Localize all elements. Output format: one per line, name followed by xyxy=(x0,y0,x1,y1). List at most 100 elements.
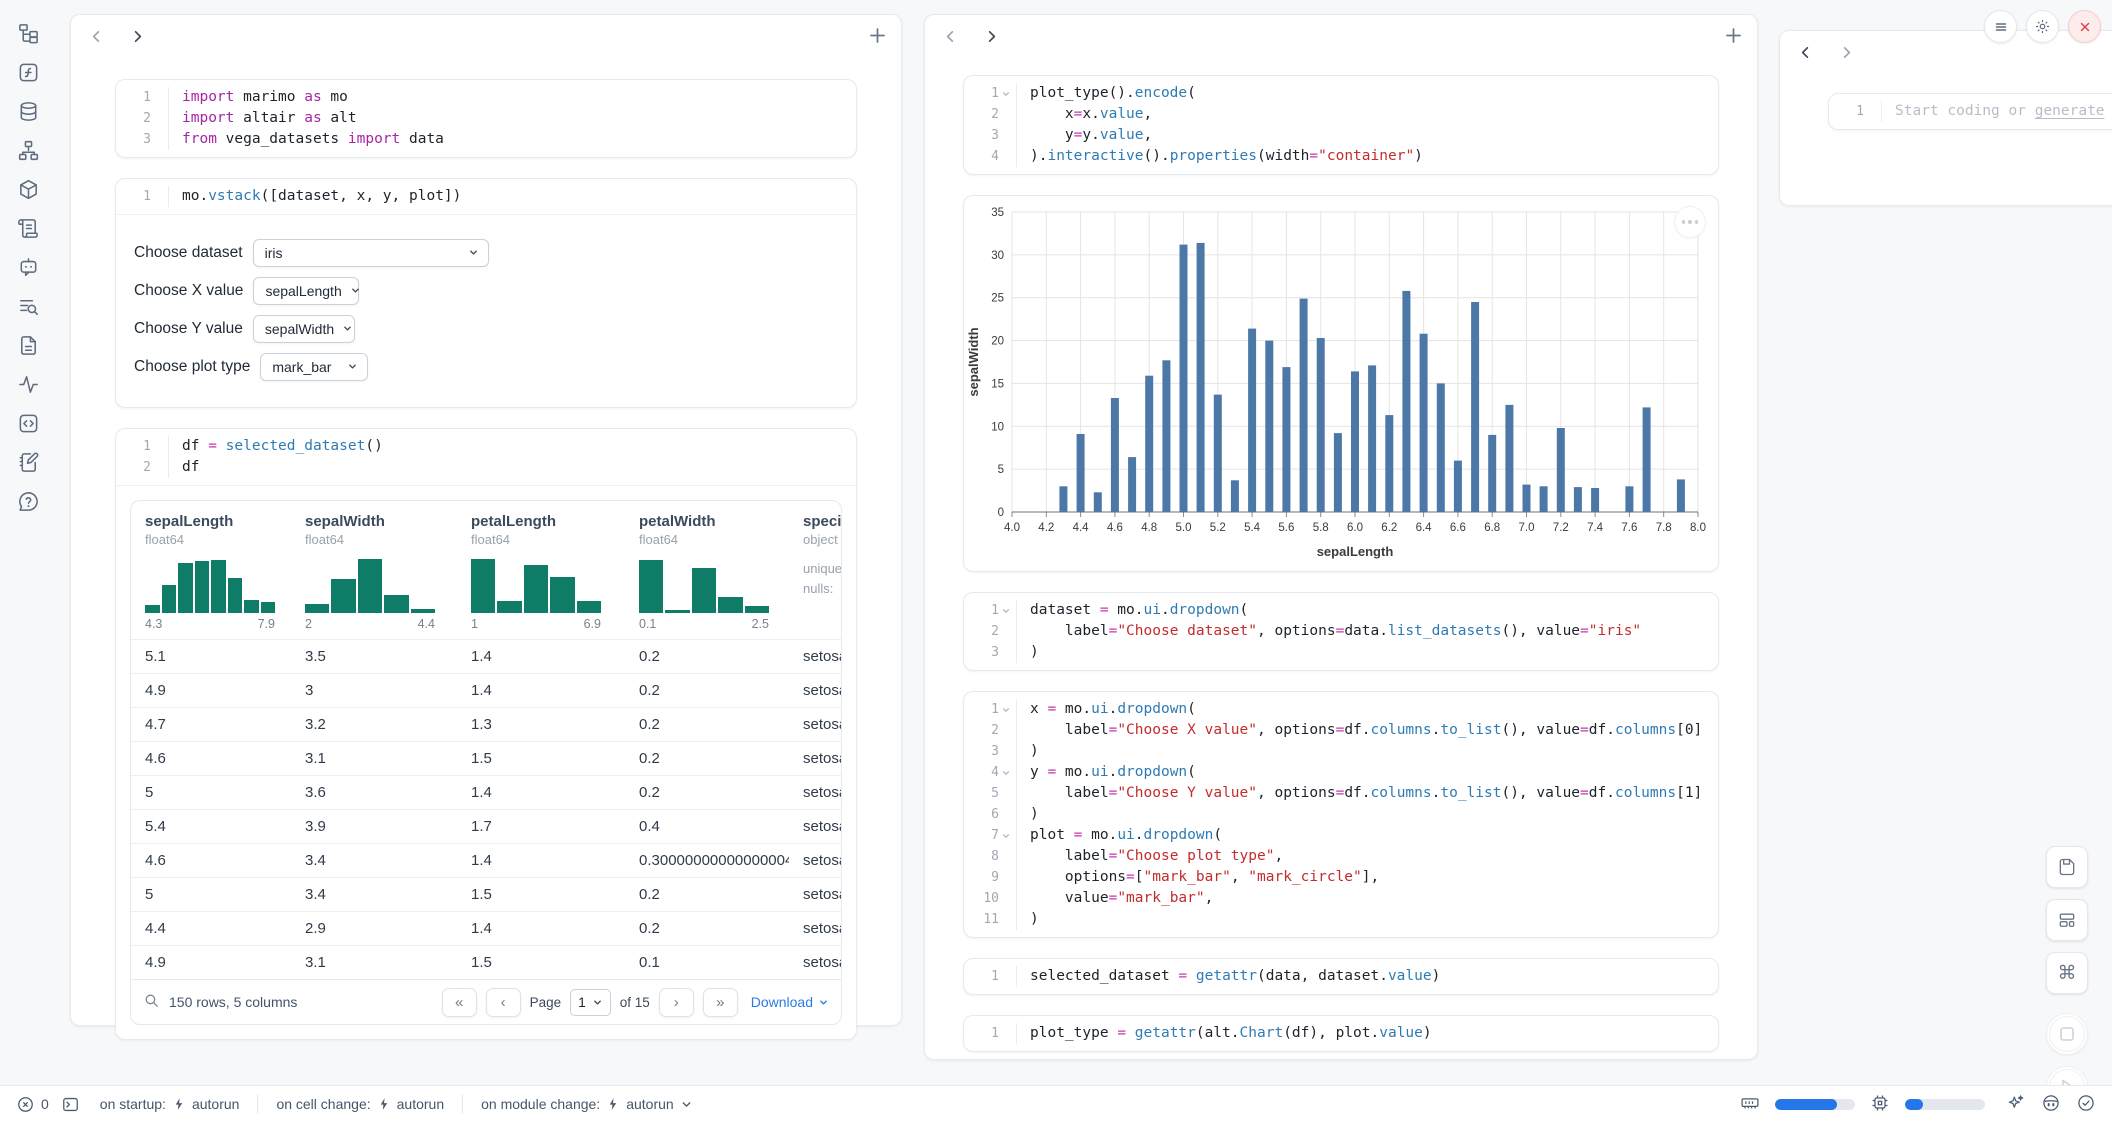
on-cell-change-toggle[interactable]: on cell change: autorun xyxy=(276,1096,444,1112)
stop-button[interactable] xyxy=(2046,1013,2088,1055)
code-line[interactable]: 1plot_type = getattr(alt.Chart(df), plot… xyxy=(964,1023,1718,1044)
table-row[interactable]: 4.73.21.30.2setosa xyxy=(131,707,841,741)
packages-icon[interactable] xyxy=(15,176,41,202)
table-column-header[interactable]: speciesobjectuniquenulls: xyxy=(789,513,842,631)
next-page-button[interactable]: › xyxy=(659,988,694,1017)
code-line[interactable]: 1dataset = mo.ui.dropdown( xyxy=(964,600,1718,621)
back-chevron-icon[interactable] xyxy=(1798,45,1813,60)
help-icon[interactable] xyxy=(15,488,41,514)
table-row[interactable]: 4.931.40.2setosa xyxy=(131,673,841,707)
code-line[interactable]: 2df xyxy=(116,457,856,478)
code-line[interactable]: 2 label="Choose X value", options=df.col… xyxy=(964,720,1718,741)
code-line[interactable]: 5 label="Choose Y value", options=df.col… xyxy=(964,783,1718,804)
fold-chevron-icon[interactable] xyxy=(1000,705,1012,715)
dropdown-select-1[interactable]: iris xyxy=(253,239,489,267)
layout-button[interactable] xyxy=(2046,899,2088,941)
script-icon[interactable] xyxy=(15,215,41,241)
code-editor[interactable]: 1plot_type = getattr(alt.Chart(df), plot… xyxy=(964,1016,1718,1051)
code-editor[interactable]: 1df = selected_dataset()2df xyxy=(116,429,856,485)
command-palette-button[interactable]: ⌘ xyxy=(2046,952,2088,994)
code-line[interactable]: 2import altair as alt xyxy=(116,108,856,129)
code-line[interactable]: 1selected_dataset = getattr(data, datase… xyxy=(964,966,1718,987)
status-check-button[interactable] xyxy=(2076,1093,2096,1116)
code-line[interactable]: 10 value="mark_bar", xyxy=(964,888,1718,909)
code-editor[interactable]: 1selected_dataset = getattr(data, datase… xyxy=(964,959,1718,994)
code-line[interactable]: 1x = mo.ui.dropdown( xyxy=(964,699,1718,720)
search-icon[interactable] xyxy=(143,992,160,1012)
table-row[interactable]: 5.13.51.40.2setosa xyxy=(131,639,841,673)
code-line[interactable]: 11) xyxy=(964,909,1718,930)
code-line[interactable]: 7plot = mo.ui.dropdown( xyxy=(964,825,1718,846)
functions-icon[interactable] xyxy=(15,59,41,85)
fold-chevron-icon[interactable] xyxy=(1000,89,1012,99)
table-row[interactable]: 4.42.91.40.2setosa xyxy=(131,911,841,945)
tracing-icon[interactable] xyxy=(15,371,41,397)
code-editor[interactable]: 1plot_type().encode(2 x=x.value,3 y=y.va… xyxy=(964,76,1718,174)
code-cell-dataset-dropdown[interactable]: 1dataset = mo.ui.dropdown(2 label="Choos… xyxy=(963,592,1719,671)
chart-menu-button[interactable] xyxy=(1674,206,1706,238)
generate-ai-link[interactable]: generate xyxy=(2035,103,2105,119)
code-line[interactable]: 8 label="Choose plot type", xyxy=(964,846,1718,867)
table-column-header[interactable]: petalLengthfloat6416.9 xyxy=(457,513,625,631)
on-module-change-toggle[interactable]: on module change: autorun xyxy=(481,1096,693,1112)
empty-code-cell[interactable]: 1 Start coding or generate with AI xyxy=(1828,93,2112,130)
code-line[interactable]: 2 label="Choose dataset", options=data.l… xyxy=(964,621,1718,642)
code-cell-dataframe[interactable]: 1df = selected_dataset()2df sepalLengthfl… xyxy=(115,428,857,1040)
terminal-button[interactable] xyxy=(61,1095,80,1114)
code-line[interactable]: 3) xyxy=(964,642,1718,663)
code-line[interactable]: 9 options=["mark_bar", "mark_circle"], xyxy=(964,867,1718,888)
table-row[interactable]: 4.63.41.40.30000000000000004setosa xyxy=(131,843,841,877)
settings-gear-button[interactable] xyxy=(2026,10,2059,43)
code-cell-imports[interactable]: 1import marimo as mo2import altair as al… xyxy=(115,79,857,158)
file-tree-icon[interactable] xyxy=(15,20,41,46)
close-button[interactable] xyxy=(2068,10,2101,43)
code-line[interactable]: 1df = selected_dataset() xyxy=(116,436,856,457)
code-line[interactable]: 4).interactive().properties(width="conta… xyxy=(964,146,1718,167)
page-select[interactable]: 1 xyxy=(570,989,611,1016)
code-editor[interactable]: 1import marimo as mo2import altair as al… xyxy=(116,80,856,157)
fold-chevron-icon[interactable] xyxy=(1000,606,1012,616)
previous-page-button[interactable]: ‹ xyxy=(486,988,521,1017)
logs-icon[interactable] xyxy=(15,293,41,319)
table-row[interactable]: 4.63.11.50.2setosa xyxy=(131,741,841,775)
table-row[interactable]: 53.41.50.2setosa xyxy=(131,877,841,911)
first-page-button[interactable]: « xyxy=(442,988,477,1017)
code-line[interactable]: 4y = mo.ui.dropdown( xyxy=(964,762,1718,783)
add-cell-icon[interactable] xyxy=(868,26,887,50)
chat-icon[interactable] xyxy=(15,254,41,280)
ai-sparkles-button[interactable] xyxy=(2006,1093,2026,1116)
dropdown-select-3[interactable]: sepalWidth xyxy=(253,315,355,343)
code-line[interactable]: 6) xyxy=(964,804,1718,825)
dropdown-select-2[interactable]: sepalLength xyxy=(253,277,359,305)
code-editor[interactable]: 1x = mo.ui.dropdown(2 label="Choose X va… xyxy=(964,692,1718,937)
code-cell-selected-dataset[interactable]: 1selected_dataset = getattr(data, datase… xyxy=(963,958,1719,995)
table-column-header[interactable]: sepalLengthfloat644.37.9 xyxy=(131,513,291,631)
code-line[interactable]: 1mo.vstack([dataset, x, y, plot]) xyxy=(116,186,856,207)
errors-indicator[interactable]: 0 xyxy=(16,1095,49,1114)
dependency-graph-icon[interactable] xyxy=(15,137,41,163)
database-icon[interactable] xyxy=(15,98,41,124)
code-editor[interactable]: 1dataset = mo.ui.dropdown(2 label="Choos… xyxy=(964,593,1718,670)
code-cell-vstack[interactable]: 1mo.vstack([dataset, x, y, plot])Choose … xyxy=(115,178,857,408)
code-line[interactable]: 1plot_type().encode( xyxy=(964,83,1718,104)
table-column-header[interactable]: petalWidthfloat640.12.5 xyxy=(625,513,789,631)
save-button[interactable] xyxy=(2046,846,2088,888)
dropdown-select-4[interactable]: mark_bar xyxy=(260,353,368,381)
code-placeholder[interactable]: Start coding or generate with AI xyxy=(1882,101,2112,122)
forward-chevron-icon[interactable] xyxy=(984,29,999,44)
code-line[interactable]: 3) xyxy=(964,741,1718,762)
code-line[interactable]: 2 x=x.value, xyxy=(964,104,1718,125)
code-line[interactable]: 3from vega_datasets import data xyxy=(116,129,856,150)
code-cell-plot[interactable]: 1plot_type().encode(2 x=x.value,3 y=y.va… xyxy=(963,75,1719,175)
code-line[interactable]: 3 y=y.value, xyxy=(964,125,1718,146)
code-cell-xy-plot-dropdowns[interactable]: 1x = mo.ui.dropdown(2 label="Choose X va… xyxy=(963,691,1719,938)
fold-chevron-icon[interactable] xyxy=(1000,831,1012,841)
table-row[interactable]: 53.61.40.2setosa xyxy=(131,775,841,809)
fold-chevron-icon[interactable] xyxy=(1000,768,1012,778)
code-line[interactable]: 1import marimo as mo xyxy=(116,87,856,108)
copilot-button[interactable] xyxy=(2041,1093,2061,1116)
table-row[interactable]: 4.93.11.50.1setosa xyxy=(131,945,841,979)
table-column-header[interactable]: sepalWidthfloat6424.4 xyxy=(291,513,457,631)
on-startup-toggle[interactable]: on startup: autorun xyxy=(100,1096,240,1112)
code-editor[interactable]: 1mo.vstack([dataset, x, y, plot]) xyxy=(116,179,856,214)
